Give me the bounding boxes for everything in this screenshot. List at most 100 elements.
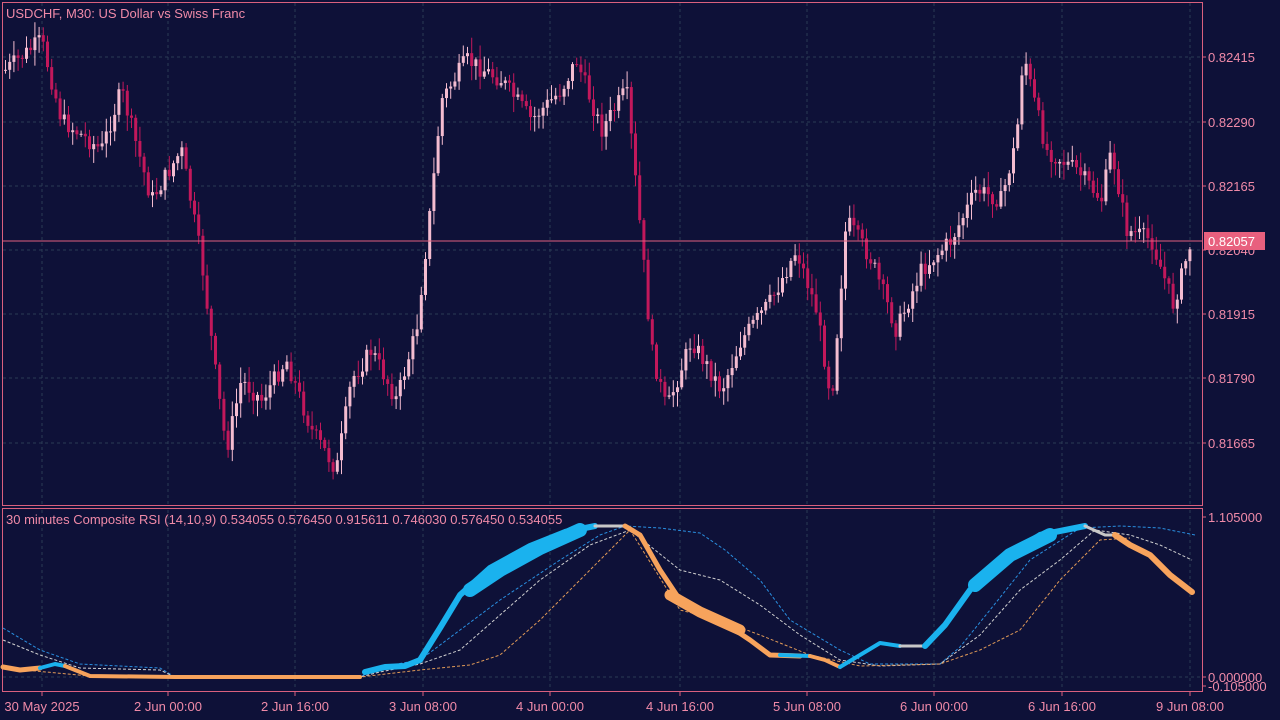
candle-body [8,61,12,70]
candle-body [1142,228,1146,230]
candle-body [184,147,188,169]
candle-body [789,260,793,277]
candle-body [1154,249,1158,260]
rsi-segment-6 [622,523,803,659]
candle-body [432,173,436,211]
candle-body [709,361,713,381]
time-axis[interactable]: 30 May 2025 2 Jun 00:00 2 Jun 16:00 3 Jun 0… [4,692,1224,714]
candle-body [109,131,112,133]
candle-body [533,116,537,118]
candle-body [449,86,453,89]
scale-tick-label: 0.000000 [1208,670,1262,685]
candle-body [726,375,730,389]
rsi-segment-14 [1083,524,1117,537]
candle-body [1049,149,1053,162]
candle-body [831,388,835,391]
candle-body [814,294,818,313]
time-tick-label: 2 Jun 16:00 [261,699,329,714]
candle-body [508,80,511,83]
candle-body [873,262,877,264]
time-tick-label: 4 Jun 16:00 [646,699,714,714]
candle-body [1159,259,1162,267]
time-tick-label: 6 Jun 16:00 [1028,699,1096,714]
candle-body [722,388,726,392]
candle-body [655,344,658,379]
candle-body [394,396,398,400]
candle-body [705,361,709,365]
candle-body [1079,167,1083,176]
candle-body [230,416,234,450]
candle-body [810,288,814,295]
indicator-label: 30 minutes Composite RSI (14,10,9) 0.534… [6,512,562,527]
candle-body [970,192,973,205]
candle-body [407,359,411,377]
candle-body [991,194,994,205]
candle-body [335,460,339,472]
candle-body [701,345,705,365]
candle-body [1150,238,1154,250]
time-tick-label: 5 Jun 08:00 [773,699,841,714]
candle-body [1083,171,1087,176]
candle-body [524,101,528,107]
candle-body [974,189,978,193]
candle-body [1003,185,1007,192]
candle-body [739,347,742,357]
candle-body [466,53,469,57]
candle-body [256,394,259,401]
candle-body [1028,63,1032,80]
candle-body [172,163,175,177]
candle-body [495,77,499,86]
candle-body [915,285,919,292]
candle-body [688,348,692,350]
candle-body [512,82,516,97]
candle-body [71,130,75,133]
candle-body [592,99,595,116]
candle-body [944,238,948,251]
candle-body [415,329,419,337]
candle-body [587,75,591,100]
candle-body [634,133,637,176]
candle-body [1184,261,1188,269]
candle-body [881,279,885,285]
rsi-segment-9 [808,654,842,669]
candle-body [445,88,448,99]
indicator-scale-axis[interactable]: 1.105000 0.000000-0.105000 [1202,510,1267,694]
candle-body [554,95,558,100]
candle-body [852,217,856,226]
candle-body [844,231,847,289]
rsi-segment-15 [1112,532,1195,595]
candle-body [823,325,826,367]
candle-body [529,106,532,118]
rsi-segment-8 [778,653,812,658]
candle-body [67,114,70,133]
candle-body [1045,143,1049,150]
candle-body [1041,110,1045,144]
candle-body [239,382,243,404]
candle-body [743,335,747,348]
candle-body [33,37,37,51]
indicator-grid [3,510,1202,690]
candle-body [37,35,41,38]
scale-tick-label: -0.105000 [1208,679,1267,694]
candle-body [457,62,461,82]
time-tick-label: 6 Jun 00:00 [900,699,968,714]
price-tick-label: 0.81790 [1208,371,1255,386]
candle-body [470,53,474,67]
candlestick-series[interactable] [4,22,1192,480]
candle-body [894,323,898,337]
candle-body [919,263,923,286]
price-axis[interactable]: 0.824150.822900.821650.820400.819150.817… [1202,50,1255,451]
candle-body [1016,124,1020,149]
candle-body [768,294,772,302]
candle-body [516,94,520,97]
candle-body [222,398,226,431]
candle-body [487,69,490,72]
candle-body [218,364,222,399]
candle-body [201,235,205,276]
candle-body [331,462,335,472]
candle-body [911,291,915,309]
composite-rsi-lines[interactable] [0,523,1196,679]
candle-body [697,345,700,354]
price-tick-label: 0.82415 [1208,50,1255,65]
